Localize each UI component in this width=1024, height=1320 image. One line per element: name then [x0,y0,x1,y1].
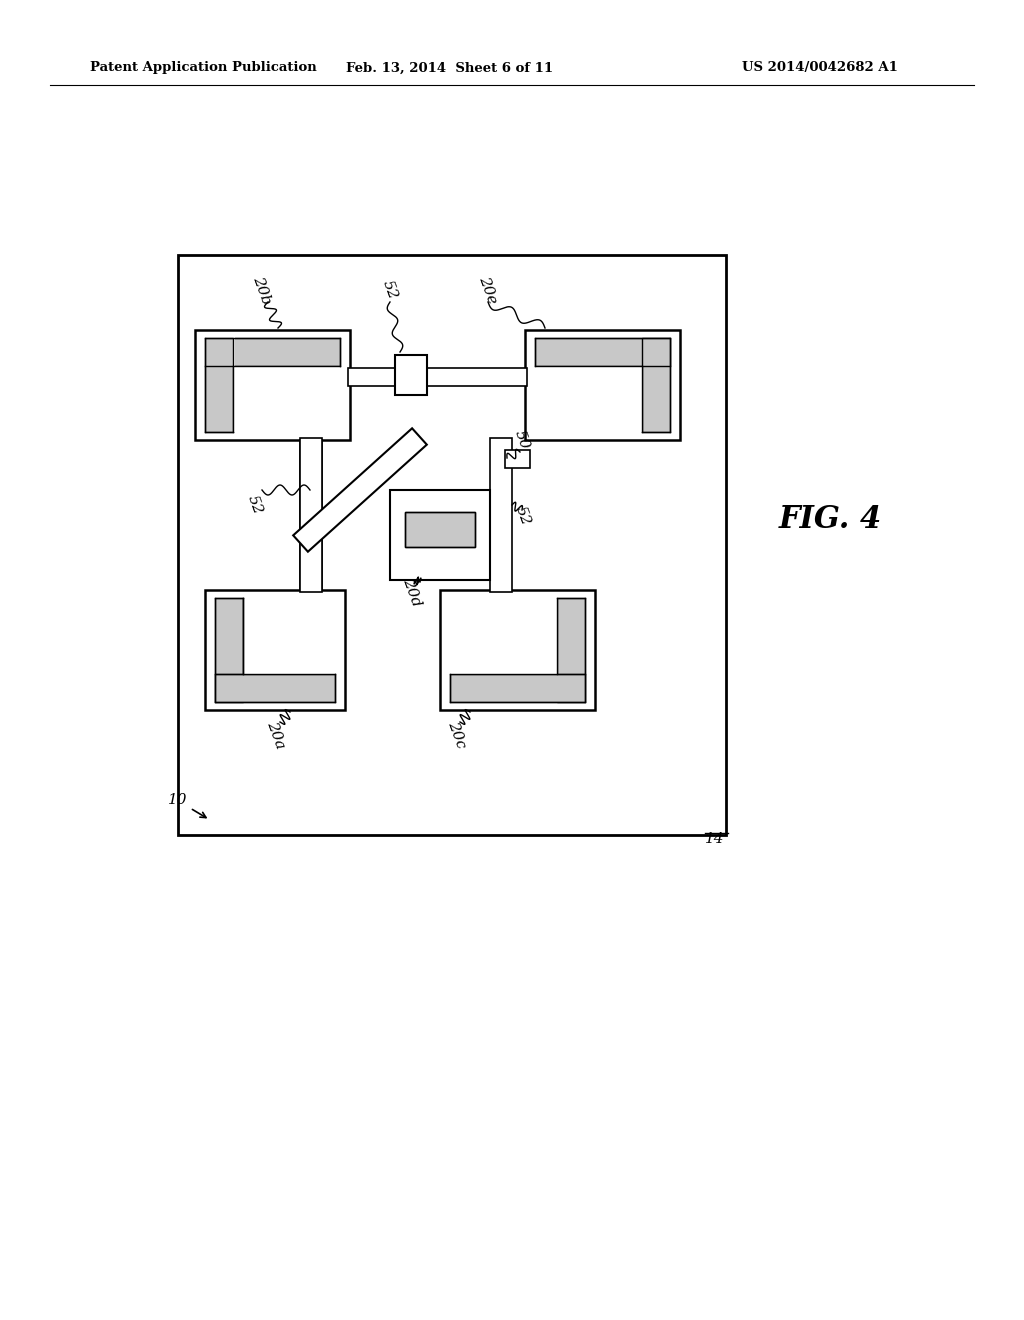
FancyBboxPatch shape [450,598,557,675]
Text: 52: 52 [245,494,265,516]
FancyBboxPatch shape [525,330,680,440]
Text: 20b: 20b [251,273,273,306]
Text: 20c: 20c [445,719,468,751]
FancyBboxPatch shape [203,337,234,432]
Text: 20a: 20a [264,719,288,751]
FancyBboxPatch shape [233,366,340,432]
Text: 20d: 20d [400,576,424,609]
Text: 52: 52 [513,504,532,528]
FancyBboxPatch shape [205,338,340,366]
FancyBboxPatch shape [243,598,335,675]
FancyBboxPatch shape [557,598,585,702]
FancyBboxPatch shape [195,330,350,440]
FancyBboxPatch shape [300,438,322,591]
FancyBboxPatch shape [205,338,233,430]
FancyBboxPatch shape [233,366,340,432]
Polygon shape [293,428,427,552]
FancyBboxPatch shape [505,450,530,469]
FancyBboxPatch shape [535,338,670,366]
Text: 14: 14 [706,832,725,846]
FancyBboxPatch shape [215,598,243,702]
FancyBboxPatch shape [440,590,595,710]
FancyBboxPatch shape [642,338,670,432]
FancyBboxPatch shape [450,675,585,702]
FancyBboxPatch shape [348,368,527,385]
Text: 52: 52 [380,279,400,301]
FancyBboxPatch shape [395,355,427,395]
FancyBboxPatch shape [203,337,342,368]
FancyBboxPatch shape [490,438,512,591]
Text: 20e: 20e [476,275,500,306]
Text: 10: 10 [168,793,187,807]
Text: US 2014/0042682 A1: US 2014/0042682 A1 [742,62,898,74]
FancyBboxPatch shape [205,338,340,366]
FancyBboxPatch shape [205,590,345,710]
FancyBboxPatch shape [390,490,490,579]
Text: 50: 50 [512,429,531,451]
Text: Patent Application Publication: Patent Application Publication [90,62,316,74]
FancyBboxPatch shape [178,255,726,836]
FancyBboxPatch shape [535,366,642,432]
FancyBboxPatch shape [215,675,335,702]
FancyBboxPatch shape [406,512,475,546]
Text: Feb. 13, 2014  Sheet 6 of 11: Feb. 13, 2014 Sheet 6 of 11 [346,62,554,74]
Text: FIG. 4: FIG. 4 [778,504,882,536]
FancyBboxPatch shape [205,338,233,432]
